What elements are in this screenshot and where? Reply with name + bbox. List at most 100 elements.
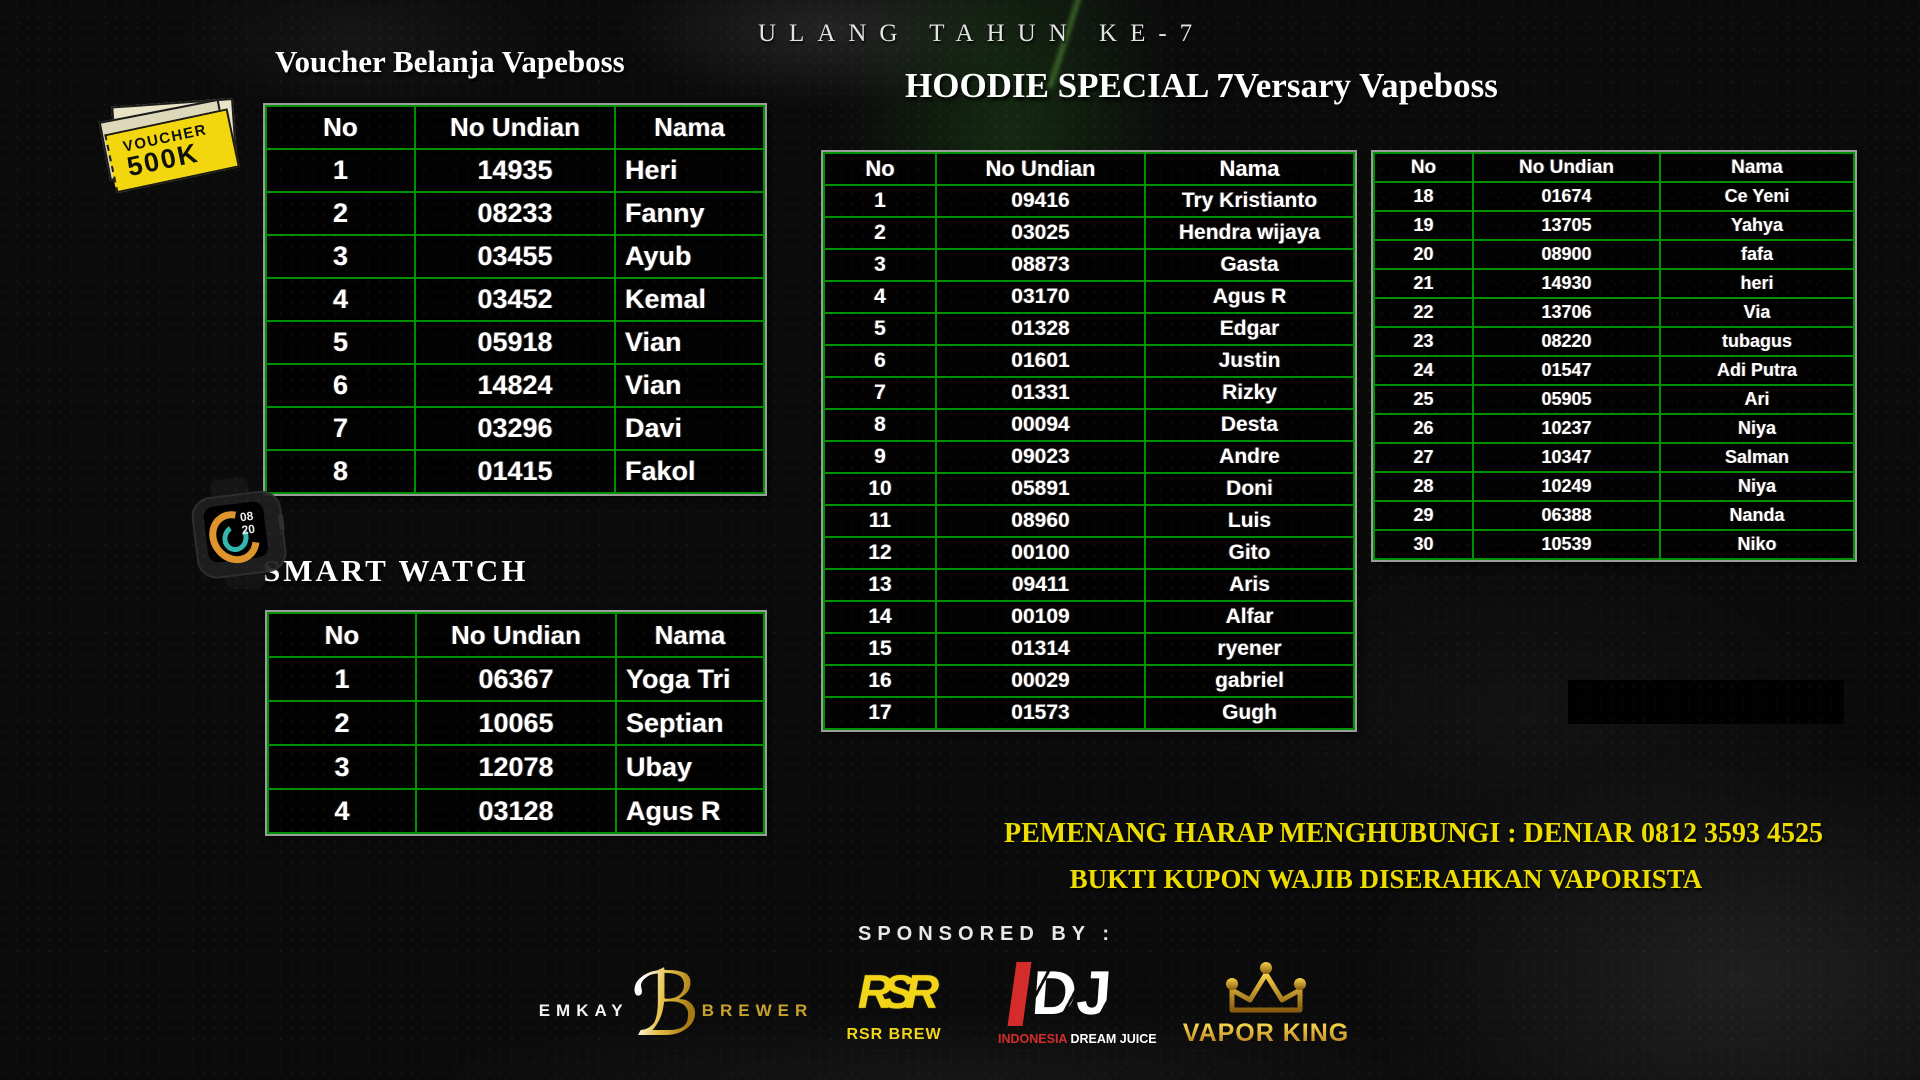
table-row: 26 10237 Niya: [1373, 413, 1855, 444]
table-row: 23 08220 tubagus: [1373, 326, 1855, 357]
table-row: 14 00109 Alfar: [823, 600, 1355, 634]
coupon-notice: BUKTI KUPON WAJIB DISERAHKAN VAPORISTA: [1069, 864, 1703, 894]
sponsor-emkay-brewer-logo: EMKAY ℬ BREWER: [539, 953, 808, 1064]
table-row: 2 10065 Septian: [267, 700, 765, 746]
cell-no: 2: [823, 216, 937, 250]
table-row: 4 03452 Kemal: [265, 277, 765, 322]
watch-time: 08 20: [239, 509, 256, 537]
table-row: 21 14930 heri: [1373, 268, 1855, 299]
dream-juice-word: DREAM JUICE: [1067, 1032, 1157, 1046]
cell-nama: Heri: [614, 148, 765, 193]
cell-no: 11: [823, 504, 937, 538]
cell-no: 17: [823, 696, 937, 730]
indonesia-word: INDONESIA: [998, 1032, 1067, 1046]
cell-no: 2: [265, 191, 416, 236]
voucher-winners-table: No No Undian Nama 1 14935 Heri 2 08233 Fanny 3 034…: [265, 105, 765, 494]
cell-no: 30: [1373, 529, 1474, 560]
table-row: 3 08873 Gasta: [823, 248, 1355, 282]
table-row: 19 13705 Yahya: [1373, 210, 1855, 241]
emkay-script-b-icon: ℬ: [630, 953, 700, 1056]
cell-nama: Salman: [1659, 442, 1855, 473]
cell-no-undian: 01328: [935, 312, 1146, 346]
cell-nama: Adi Putra: [1659, 355, 1855, 386]
cell-no-undian: 05905: [1472, 384, 1661, 415]
table-row: 28 10249 Niya: [1373, 471, 1855, 502]
column-header: No Undian: [415, 612, 617, 658]
cell-no: 13: [823, 568, 937, 602]
cell-nama: gabriel: [1144, 664, 1355, 698]
column-header: No: [267, 612, 417, 658]
table-row: 4 03170 Agus R: [823, 280, 1355, 314]
cell-no-undian: 03452: [414, 277, 616, 322]
cell-no-undian: 03128: [415, 788, 617, 834]
cell-no-undian: 01415: [414, 449, 616, 494]
table-row: 20 08900 fafa: [1373, 239, 1855, 270]
cell-no-undian: 10237: [1472, 413, 1661, 444]
cell-nama: Yahya: [1659, 210, 1855, 241]
cell-nama: Agus R: [1144, 280, 1355, 314]
table-row: 5 05918 Vian: [265, 320, 765, 365]
table-row: 7 03296 Davi: [265, 406, 765, 451]
cell-nama: Via: [1659, 297, 1855, 328]
cell-no-undian: 14824: [414, 363, 616, 408]
cell-no: 21: [1373, 268, 1474, 299]
cell-no: 6: [265, 363, 416, 408]
cell-nama: Luis: [1144, 504, 1355, 538]
cell-no: 3: [265, 234, 416, 279]
cell-no: 24: [1373, 355, 1474, 386]
cell-nama: Davi: [614, 406, 765, 451]
cell-no-undian: 01601: [935, 344, 1146, 378]
cell-nama: Fakol: [614, 449, 765, 494]
cell-no: 1: [823, 184, 937, 218]
cell-nama: Gasta: [1144, 248, 1355, 282]
table-row: 24 01547 Adi Putra: [1373, 355, 1855, 386]
voucher-section-title: Voucher Belanja Vapeboss: [275, 44, 625, 79]
cell-no-undian: 09023: [935, 440, 1146, 474]
cell-no: 28: [1373, 471, 1474, 502]
cell-no-undian: 10347: [1472, 442, 1661, 473]
cell-no-undian: 06367: [415, 656, 617, 702]
table-row: 1 09416 Try Kristianto: [823, 184, 1355, 218]
cell-no-undian: 03170: [935, 280, 1146, 314]
cell-no-undian: 14930: [1472, 268, 1661, 299]
cell-nama: Edgar: [1144, 312, 1355, 346]
cell-nama: Rizky: [1144, 376, 1355, 410]
cell-no: 3: [267, 744, 417, 790]
cell-nama: Niko: [1659, 529, 1855, 560]
cell-no-undian: 05918: [414, 320, 616, 365]
table-row: 1 06367 Yoga Tri: [267, 656, 765, 702]
cell-nama: Yoga Tri: [615, 656, 765, 702]
cell-no-undian: 03455: [414, 234, 616, 279]
hoodie-winners-table-1-17: No No Undian Nama 1 09416 Try Kristianto 2 0302…: [823, 152, 1355, 730]
cell-no: 1: [265, 148, 416, 193]
cell-nama: Fanny: [614, 191, 765, 236]
rsr-monogram-icon: RSR: [857, 965, 939, 1018]
cell-no-undian: 00100: [935, 536, 1146, 570]
cell-no-undian: 03025: [935, 216, 1146, 250]
cell-no-undian: 01547: [1472, 355, 1661, 386]
cell-nama: Ce Yeni: [1659, 181, 1855, 212]
table-row: 25 05905 Ari: [1373, 384, 1855, 415]
column-header: Nama: [614, 105, 765, 150]
cell-no: 25: [1373, 384, 1474, 415]
watch-time-minutes: 20: [240, 521, 256, 537]
cell-no: 3: [823, 248, 937, 282]
cell-no: 9: [823, 440, 937, 474]
cell-nama: Hendra wijaya: [1144, 216, 1355, 250]
cell-nama: Desta: [1144, 408, 1355, 442]
vapor-king-label: VAPOR KING: [1182, 1019, 1350, 1047]
cell-nama: Try Kristianto: [1144, 184, 1355, 218]
column-header: No: [823, 152, 937, 186]
table-row: 17 01573 Gugh: [823, 696, 1355, 730]
table-row: 3 12078 Ubay: [267, 744, 765, 790]
voucher-500k-image: VOUCHER 500K: [95, 91, 258, 209]
sponsor-rsr-brew-logo: RSR RSR BREW: [842, 962, 946, 1044]
cell-no-undian: 13706: [1472, 297, 1661, 328]
cell-no-undian: 10539: [1472, 529, 1661, 560]
watch-button: [277, 514, 285, 531]
cell-no: 12: [823, 536, 937, 570]
column-header: Nama: [1659, 152, 1855, 183]
cell-no-undian: 01314: [935, 632, 1146, 666]
cell-no-undian: 05891: [935, 472, 1146, 506]
